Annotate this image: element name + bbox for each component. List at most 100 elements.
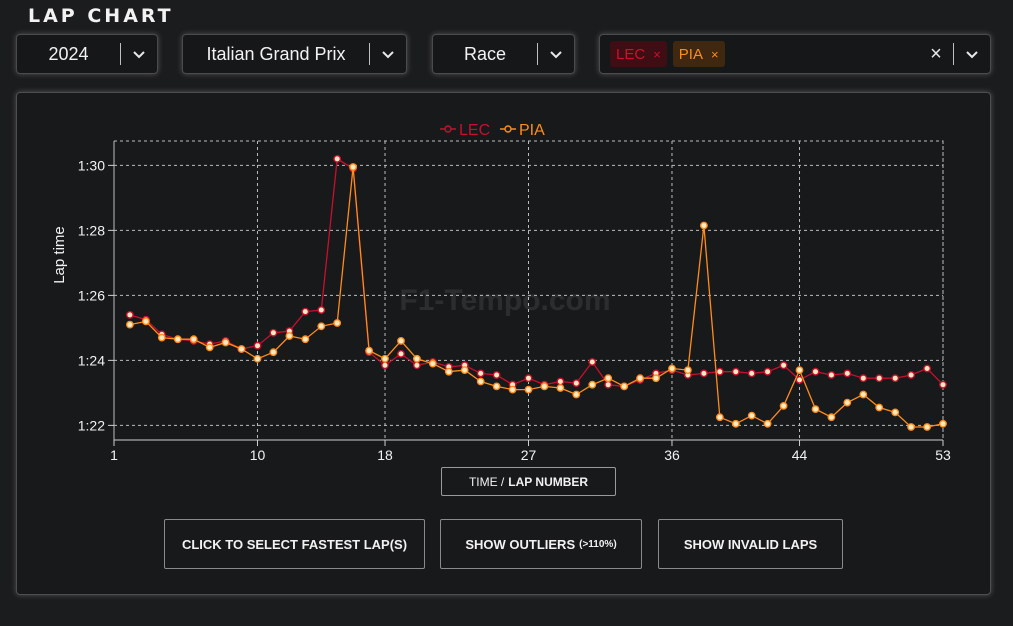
- chevron-down-icon[interactable]: [538, 50, 574, 59]
- event-select[interactable]: Italian Grand Prix: [182, 34, 407, 74]
- series-line-lec: [129, 157, 944, 388]
- y-tick-label: 1:22: [78, 417, 105, 433]
- page-title: LAP CHART: [28, 5, 174, 27]
- driver-tag-pia[interactable]: PIA ×: [672, 41, 725, 67]
- data-point-pia: [349, 163, 357, 171]
- data-point-lec: [827, 371, 836, 379]
- data-point-lec: [700, 369, 708, 378]
- data-point-pia: [365, 346, 373, 355]
- data-point-pia: [221, 338, 230, 347]
- data-point-pia: [923, 423, 931, 431]
- data-point-pia: [269, 348, 278, 357]
- y-tick-label: 1:28: [78, 222, 105, 238]
- data-point-lec: [939, 380, 947, 389]
- data-point-pia: [428, 359, 437, 368]
- data-point-pia: [811, 405, 820, 413]
- select-separator: [120, 43, 121, 65]
- chevron-down-icon[interactable]: [121, 50, 157, 59]
- data-point-lec: [859, 374, 868, 383]
- year-select[interactable]: 2024: [16, 34, 158, 74]
- y-axis-label: Lap time: [51, 226, 68, 284]
- x-tick-label: 18: [377, 447, 393, 463]
- data-point-lec: [492, 371, 501, 379]
- data-point-pia: [843, 398, 852, 407]
- data-point-lec: [125, 310, 134, 319]
- x-axis-toggle-lap: LAP NUMBER: [508, 474, 589, 489]
- session-value: Race: [463, 43, 507, 64]
- data-point-pia: [125, 320, 134, 329]
- data-point-lec: [333, 154, 342, 163]
- data-point-pia: [907, 423, 915, 431]
- data-point-pia: [779, 401, 788, 410]
- data-point-pia: [731, 419, 740, 428]
- data-point-pia: [715, 413, 724, 422]
- data-point-pia: [333, 319, 342, 327]
- select-separator: [537, 43, 538, 65]
- data-point-pia: [524, 385, 533, 394]
- data-point-lec: [397, 349, 405, 358]
- data-point-lec: [572, 379, 581, 387]
- x-tick-label: 36: [664, 447, 680, 463]
- data-point-lec: [412, 361, 421, 370]
- event-value: Italian Grand Prix: [206, 43, 346, 64]
- data-point-lec: [476, 369, 485, 378]
- data-point-lec: [763, 367, 772, 376]
- y-tick-label: 1:26: [78, 287, 105, 303]
- x-tick-label: 1: [110, 447, 118, 463]
- x-axis-toggle-button[interactable]: TIME / LAP NUMBER: [441, 467, 616, 496]
- data-point-pia: [173, 335, 182, 344]
- remove-pia-icon[interactable]: ×: [710, 46, 719, 62]
- data-point-lec: [747, 369, 756, 378]
- x-tick-label: 27: [521, 447, 537, 463]
- chevron-down-icon[interactable]: [370, 50, 406, 59]
- show-outliers-button[interactable]: SHOW OUTLIERS (>110%): [440, 519, 642, 569]
- data-point-pia: [747, 411, 756, 420]
- data-point-pia: [620, 382, 629, 391]
- show-invalid-laps-button[interactable]: SHOW INVALID LAPS: [658, 519, 843, 569]
- session-select[interactable]: Race: [432, 34, 575, 74]
- outliers-note: (>110%): [579, 538, 617, 550]
- data-point-pia: [508, 385, 517, 394]
- remove-lec-icon[interactable]: ×: [653, 46, 661, 62]
- data-point-lec: [843, 369, 852, 378]
- data-point-pia: [556, 384, 565, 392]
- data-point-lec: [524, 374, 533, 383]
- series-lec: [125, 154, 947, 391]
- driver-multiselect[interactable]: LEC × PIA × ×: [599, 34, 991, 74]
- outliers-label: SHOW OUTLIERS: [465, 536, 576, 552]
- select-separator: [369, 43, 370, 65]
- data-point-lec: [381, 361, 389, 370]
- data-point-pia: [237, 345, 246, 353]
- data-point-pia: [381, 354, 389, 363]
- data-point-lec: [795, 375, 804, 384]
- data-point-pia: [588, 380, 597, 389]
- x-tick-label: 44: [792, 447, 808, 463]
- clear-icon[interactable]: ×: [930, 42, 942, 65]
- data-point-pia: [141, 317, 150, 326]
- chart-axes: 1 10 18 27 36 44 53 1:22 1:24 1:26 1:28 1:30: [78, 157, 951, 463]
- data-point-pia: [572, 390, 581, 399]
- data-point-pia: [859, 390, 868, 399]
- data-point-pia: [540, 382, 549, 391]
- chart-grid: [113, 140, 944, 441]
- data-point-lec: [891, 374, 900, 383]
- data-point-lec: [556, 377, 565, 386]
- select-fastest-laps-button[interactable]: CLICK TO SELECT FASTEST LAP(S): [164, 519, 425, 569]
- data-point-pia: [460, 366, 469, 374]
- data-point-pia: [700, 221, 708, 230]
- series-line-pia: [129, 166, 944, 428]
- data-point-pia: [684, 366, 692, 374]
- driver-tag-label: PIA: [678, 45, 703, 63]
- data-point-pia: [939, 419, 947, 428]
- fastest-label: CLICK TO SELECT FASTEST LAP(S): [181, 536, 408, 552]
- data-point-pia: [317, 322, 326, 331]
- data-point-pia: [301, 335, 310, 344]
- data-point-pia: [652, 374, 660, 383]
- chevron-down-icon[interactable]: [954, 50, 990, 59]
- data-point-pia: [636, 374, 644, 383]
- data-point-lec: [731, 367, 740, 376]
- y-tick-label: 1:24: [78, 352, 105, 368]
- driver-tag-lec[interactable]: LEC ×: [610, 41, 667, 67]
- data-point-pia: [891, 408, 900, 417]
